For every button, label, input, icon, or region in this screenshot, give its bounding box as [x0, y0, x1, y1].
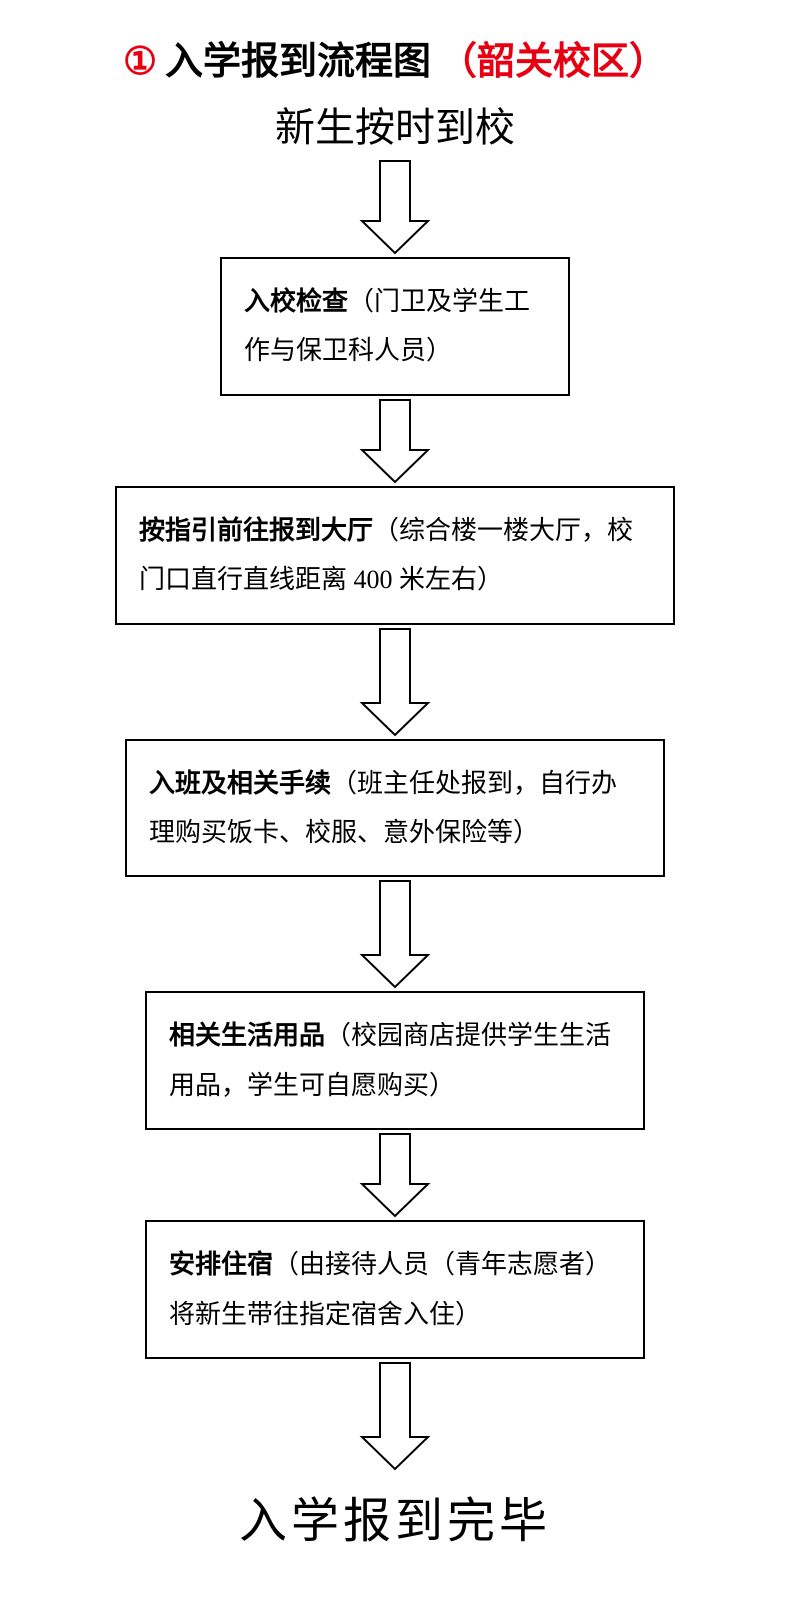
flow-step-2: 按指引前往报到大厅（综合楼一楼大厅，校门口直行直线距离 400 米左右）: [115, 486, 675, 625]
flow-complete-text: 入学报到完毕: [239, 1481, 551, 1551]
flowchart-container: 入校检查（门卫及学生工作与保卫科人员） 按指引前往报到大厅（综合楼一楼大厅，校门口…: [115, 157, 675, 1551]
down-arrow-icon: [355, 879, 435, 989]
step-title: 相关生活用品: [169, 1020, 325, 1050]
step-title: 安排住宿: [169, 1249, 273, 1279]
title-row: ① 入学报到流程图 （韶关校区）: [123, 30, 667, 85]
step-title: 入班及相关手续: [149, 768, 331, 798]
down-arrow-icon: [355, 398, 435, 484]
flow-step-5: 安排住宿（由接待人员（青年志愿者）将新生带往指定宿舍入住）: [145, 1220, 645, 1359]
flow-step-1: 入校检查（门卫及学生工作与保卫科人员）: [220, 257, 570, 396]
down-arrow-icon: [355, 1361, 435, 1471]
step-title: 按指引前往报到大厅: [139, 515, 373, 545]
flow-step-3: 入班及相关手续（班主任处报到，自行办理购买饭卡、校服、意外保险等）: [125, 739, 665, 878]
flow-step-4: 相关生活用品（校园商店提供学生生活用品，学生可自愿购买）: [145, 991, 645, 1130]
down-arrow-icon: [355, 627, 435, 737]
down-arrow-icon: [355, 1132, 435, 1218]
title-number: ①: [123, 39, 157, 84]
subtitle: 新生按时到校: [275, 95, 515, 153]
title-campus: （韶关校区）: [439, 30, 667, 85]
title-main: 入学报到流程图: [165, 30, 431, 85]
step-title: 入校检查: [244, 286, 348, 316]
down-arrow-icon: [355, 159, 435, 255]
